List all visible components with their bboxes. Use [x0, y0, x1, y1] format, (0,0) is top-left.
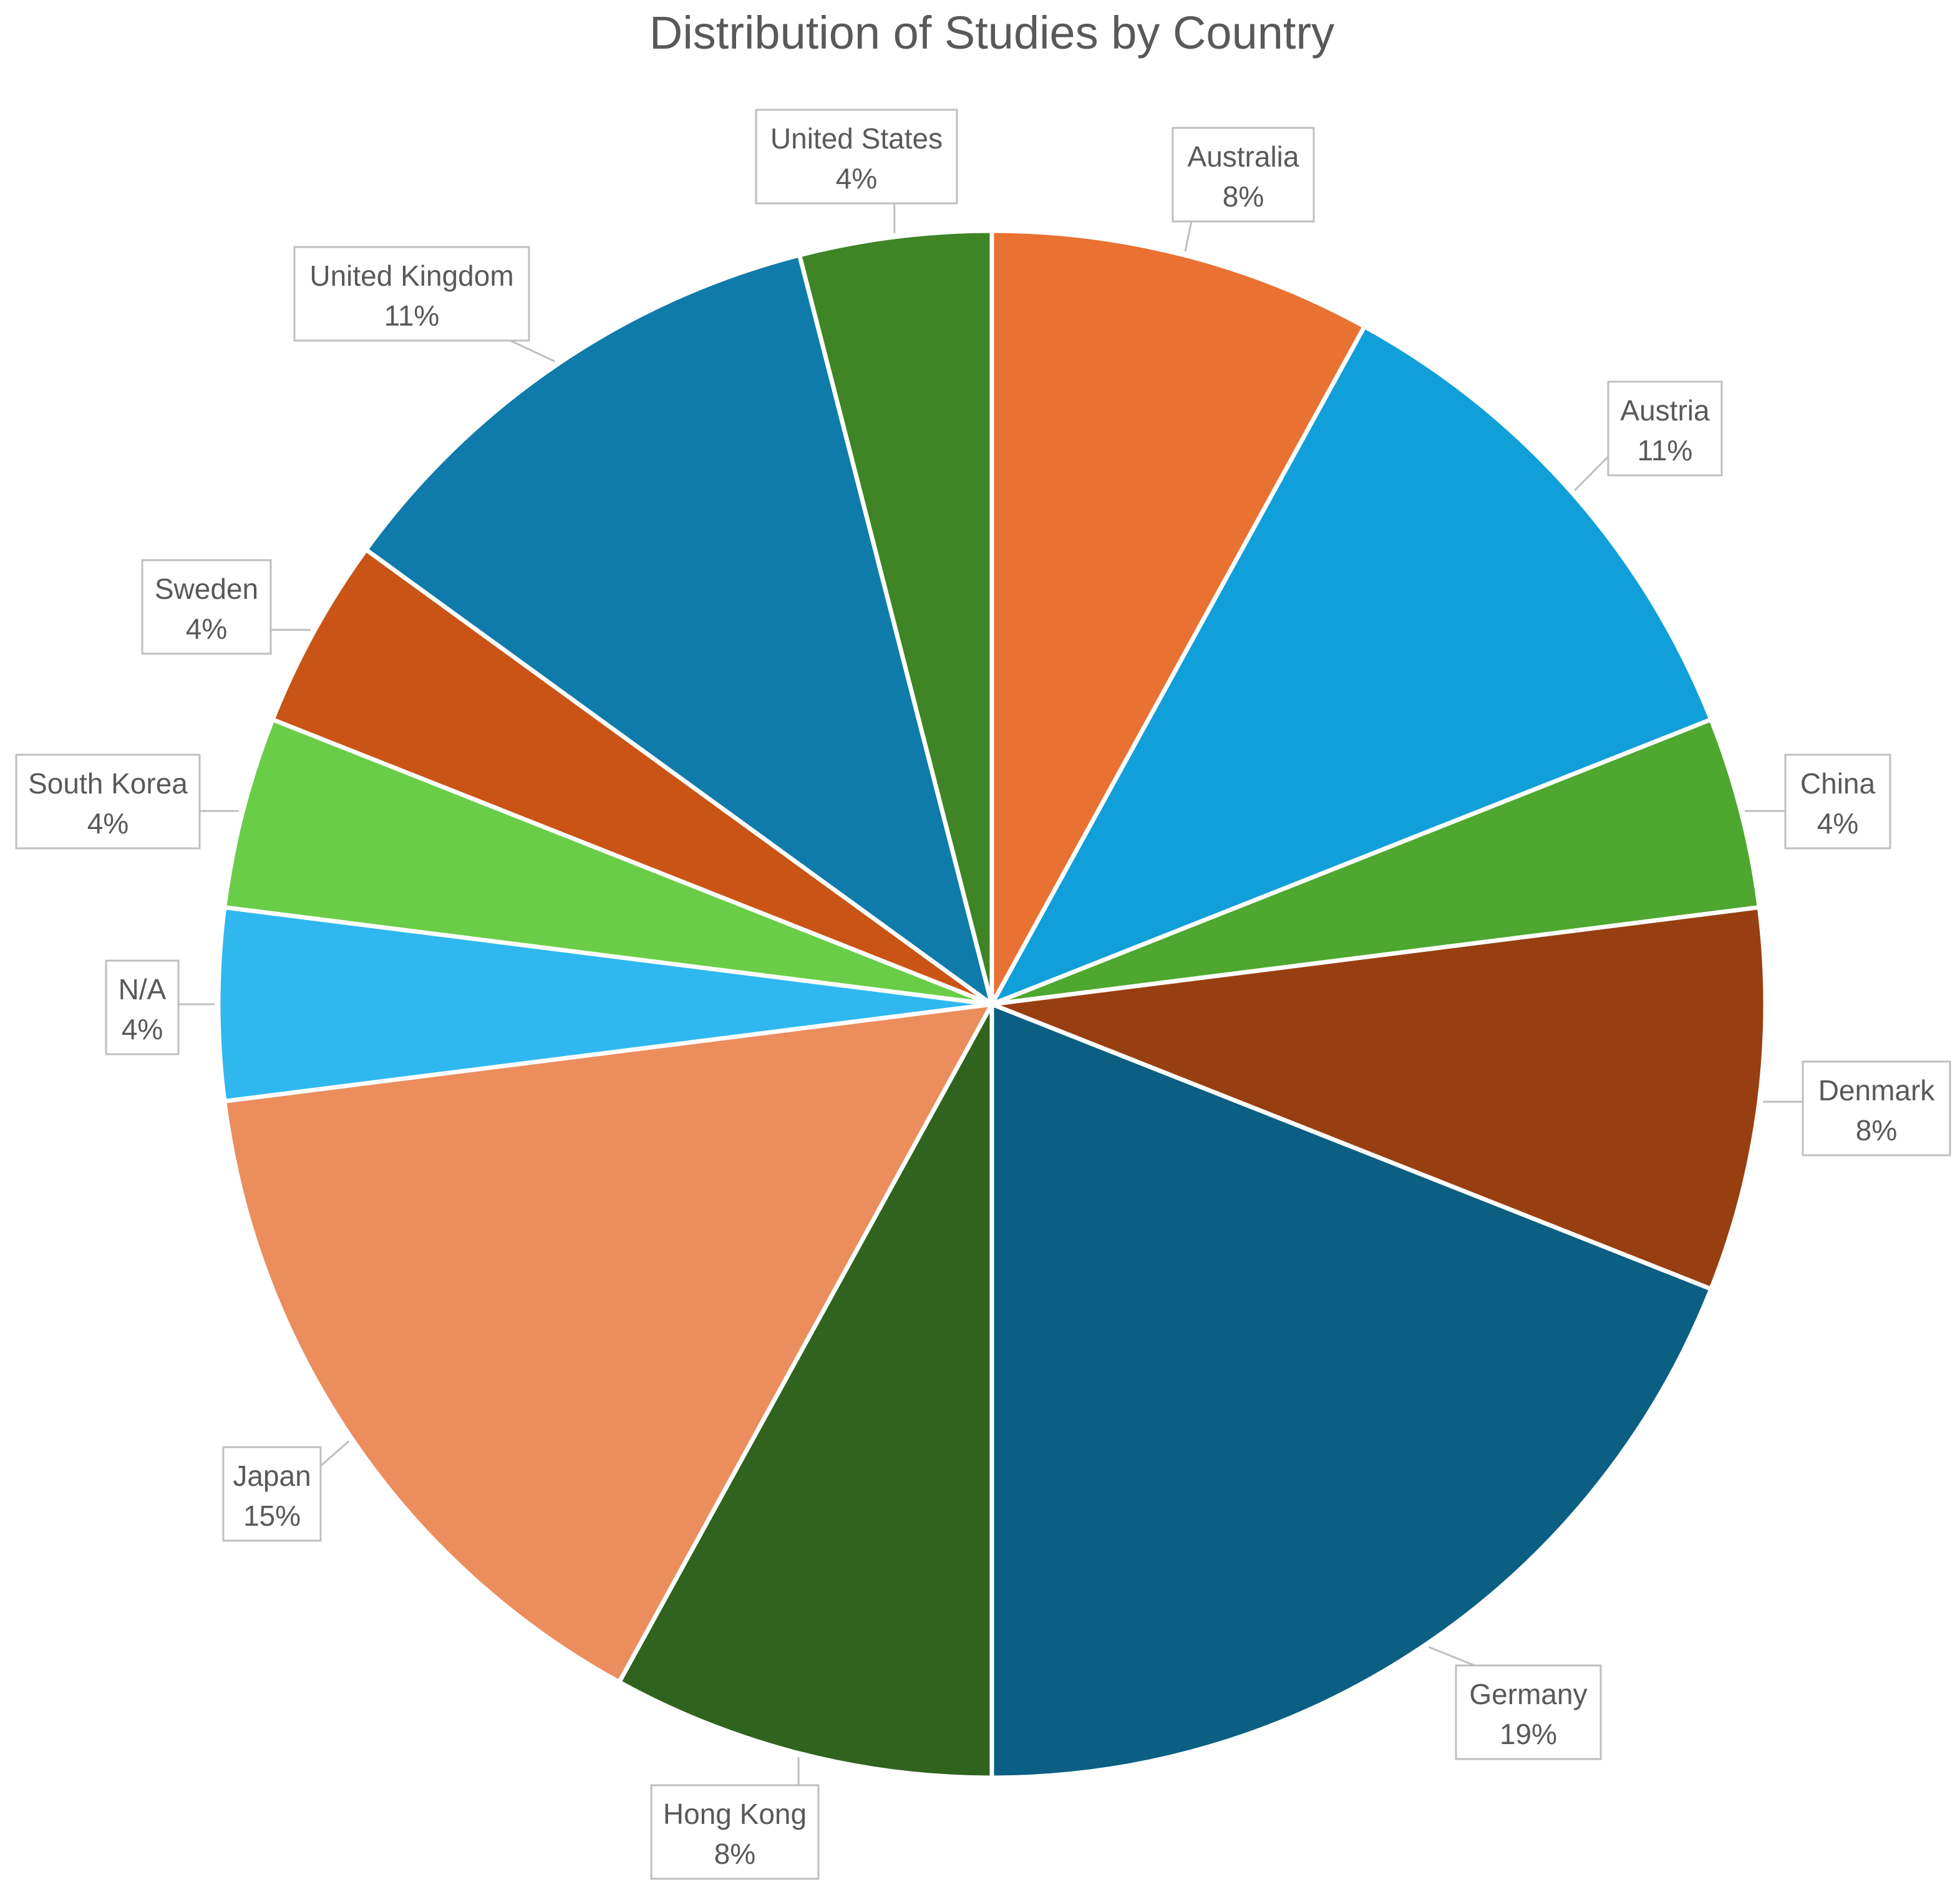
slice-label: Denmark [1818, 1074, 1936, 1107]
pie-slice-germany [989, 1002, 1714, 1780]
callout-box [141, 559, 272, 655]
data-label-japan: Japan 15% [222, 1446, 322, 1542]
slice-percent-label: 8% [1223, 180, 1264, 213]
callout-box [1784, 754, 1891, 850]
data-label-australia: Australia 8% [1172, 127, 1315, 223]
slice-percent-label: 4% [122, 1013, 163, 1045]
leader-line-australia [1184, 221, 1193, 252]
slice-label: China [1800, 767, 1876, 800]
slice-label: Australia [1188, 140, 1299, 173]
slice-percent-label: 8% [1856, 1114, 1897, 1146]
slice-label: South Korea [28, 767, 188, 800]
data-label-n-a: N/A 4% [105, 959, 180, 1055]
leader-line-japan [320, 1440, 350, 1467]
pie-slice-japan [222, 1002, 994, 1685]
callout-box [222, 1446, 322, 1542]
slice-percent-label: 8% [714, 1838, 755, 1870]
data-label-hong-kong: Hong Kong 8% [650, 1784, 820, 1880]
data-label-denmark: Denmark 8% [1802, 1060, 1951, 1156]
pie-slice-united-kingdom [364, 253, 994, 1007]
callout-box [1802, 1060, 1951, 1156]
leader-line-germany [1428, 1646, 1475, 1667]
callout-box [1172, 127, 1315, 223]
slice-label: N/A [119, 973, 167, 1006]
data-label-callouts: Australia 8% Austria 11% China 4% Denmark 8% Ger… [15, 109, 1951, 1880]
pie-slices [216, 228, 1768, 1780]
data-label-china: China 4% [1784, 754, 1891, 850]
pie-slice-n-a [216, 905, 994, 1103]
leader-line-austria [1574, 455, 1609, 492]
slice-label: United Kingdom [309, 259, 513, 292]
slice-percent-label: 4% [87, 807, 129, 840]
pie-slice-austria [989, 324, 1714, 1007]
slice-label: Japan [233, 1460, 311, 1492]
pie-slice-hong-kong [617, 1002, 994, 1780]
slice-percent-label: 4% [1817, 807, 1858, 840]
slice-label: Germany [1469, 1678, 1587, 1710]
pie-slice-denmark [989, 905, 1768, 1291]
callout-box [293, 246, 530, 342]
data-label-united-kingdom: United Kingdom 11% [293, 246, 530, 342]
slice-percent-label: 11% [384, 299, 440, 332]
pie-slice-united-states [797, 228, 994, 1007]
slice-percent-label: 4% [186, 613, 227, 645]
callout-box [105, 959, 180, 1055]
data-label-sweden: Sweden 4% [141, 559, 272, 655]
leader-line-united-kingdom [510, 339, 556, 362]
pie-slice-sweden [270, 547, 994, 1007]
data-label-united-states: United States 4% [755, 109, 958, 205]
callout-box [1455, 1664, 1602, 1760]
slice-percent-label: 19% [1500, 1718, 1557, 1750]
pie-slice-china [989, 717, 1762, 1007]
slice-percent-label: 4% [836, 162, 877, 195]
callout-box [650, 1784, 820, 1880]
callout-box [1607, 380, 1723, 477]
pie-slice-australia [989, 228, 1367, 1007]
callout-box [15, 754, 201, 850]
slice-percent-label: 15% [243, 1500, 301, 1532]
slice-label: Austria [1620, 394, 1710, 427]
slice-percent-label: 11% [1637, 434, 1693, 467]
callout-box [755, 109, 958, 205]
data-label-germany: Germany 19% [1455, 1664, 1602, 1760]
slice-label: United States [770, 122, 943, 155]
slice-label: Sweden [155, 573, 258, 605]
pie-slice-south-korea [222, 717, 994, 1007]
data-label-south-korea: South Korea 4% [15, 754, 201, 850]
data-label-austria: Austria 11% [1607, 380, 1723, 477]
slice-label: Hong Kong [663, 1798, 807, 1830]
chart-title: Distribution of Studies by Country [649, 7, 1334, 59]
